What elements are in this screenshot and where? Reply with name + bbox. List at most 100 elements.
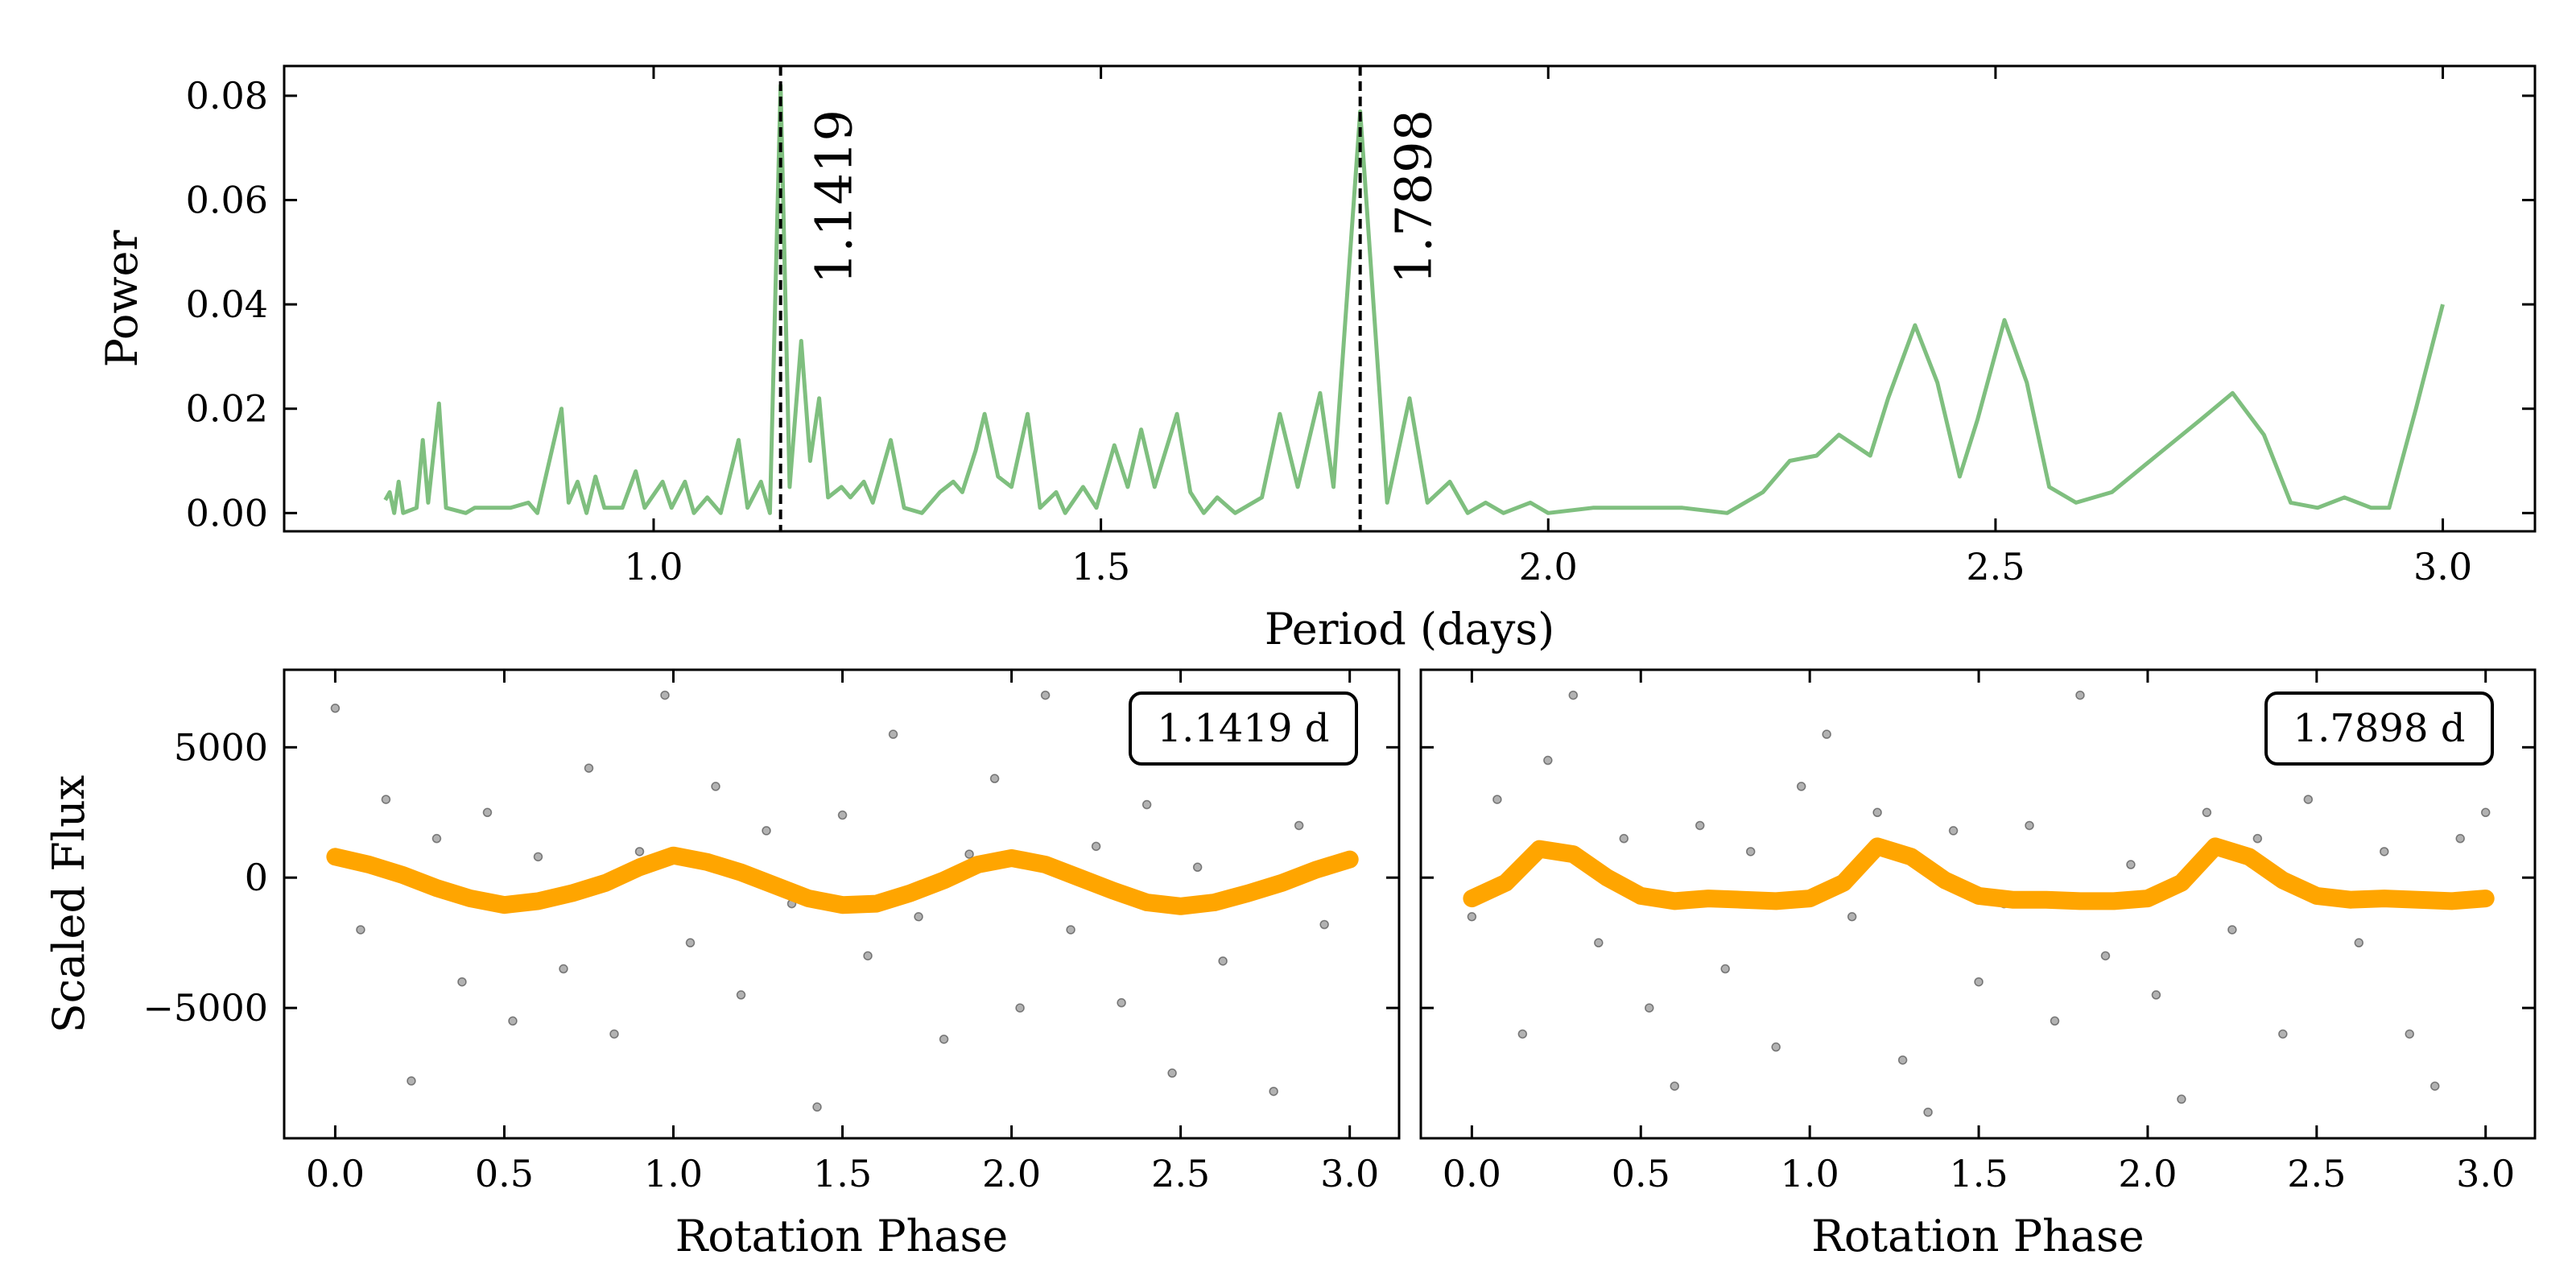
flux-point bbox=[1568, 690, 1579, 700]
x-tick-label: 0.0 bbox=[1443, 1152, 1501, 1195]
y-axis-label: Scaled Flux bbox=[43, 775, 94, 1033]
flux-point bbox=[1040, 690, 1051, 700]
y-tick-label: 0.00 bbox=[186, 491, 268, 535]
x-tick-label: 1.0 bbox=[624, 545, 683, 588]
flux-point bbox=[330, 704, 341, 713]
flux-point bbox=[2480, 807, 2491, 818]
flux-point bbox=[1141, 799, 1152, 810]
flux-point bbox=[1319, 919, 1329, 930]
flux-point bbox=[2025, 820, 2034, 831]
flux-point bbox=[2202, 807, 2212, 818]
flux-point bbox=[1167, 1068, 1177, 1078]
y-tick-label: 5000 bbox=[174, 725, 268, 769]
x-axis-label: Rotation Phase bbox=[675, 1211, 1008, 1261]
x-tick-label: 2.0 bbox=[982, 1152, 1041, 1195]
binned-flux bbox=[326, 846, 1359, 915]
flux-point bbox=[1695, 820, 1705, 831]
flux-point bbox=[2455, 833, 2465, 844]
flux-point bbox=[2380, 847, 2389, 857]
x-tick-label: 0.0 bbox=[306, 1152, 365, 1195]
y-tick-label: 0 bbox=[245, 856, 268, 899]
flux-point bbox=[812, 1102, 822, 1112]
flux-point bbox=[1294, 820, 1304, 831]
flux-point bbox=[736, 990, 746, 1000]
flux-point bbox=[1974, 976, 1984, 987]
flux-point bbox=[634, 847, 645, 857]
flux-point bbox=[1645, 1003, 1654, 1013]
flux-point bbox=[1594, 938, 1604, 947]
x-tick-label: 2.0 bbox=[2118, 1152, 2177, 1195]
flux-point bbox=[2429, 1081, 2440, 1091]
x-tick-label: 3.0 bbox=[2413, 545, 2472, 588]
flux-point bbox=[1948, 826, 1959, 836]
x-tick-label: 2.0 bbox=[1519, 545, 1578, 588]
flux-point bbox=[1492, 795, 1502, 804]
flux-point bbox=[2151, 990, 2161, 1000]
flux-point bbox=[2278, 1029, 2288, 1039]
flux-point bbox=[407, 1076, 416, 1086]
x-axis-label: Period (days) bbox=[1265, 604, 1554, 654]
x-tick-label: 0.5 bbox=[1612, 1152, 1670, 1195]
flux-point bbox=[356, 925, 365, 935]
flux-point bbox=[2227, 925, 2237, 935]
x-tick-label: 1.5 bbox=[1071, 545, 1130, 588]
flux-point bbox=[1543, 755, 1553, 766]
x-tick-label: 3.0 bbox=[2456, 1152, 2515, 1195]
flux-point bbox=[762, 826, 771, 836]
flux-point bbox=[1218, 956, 1228, 966]
flux-point bbox=[964, 849, 974, 859]
flux-point bbox=[1847, 912, 1857, 922]
flux-point bbox=[533, 852, 543, 862]
peak-label: 1.1419 bbox=[805, 109, 864, 284]
annotation-text: 1.1419 d bbox=[1158, 706, 1330, 751]
x-axis-label: Rotation Phase bbox=[1811, 1211, 2144, 1261]
y-axis-label: Power bbox=[97, 229, 147, 367]
x-tick-label: 1.0 bbox=[644, 1152, 703, 1195]
flux-point bbox=[2075, 690, 2085, 700]
flux-point bbox=[584, 763, 594, 773]
flux-point bbox=[1015, 1003, 1025, 1013]
plot-area bbox=[326, 690, 1359, 1112]
flux-point bbox=[863, 951, 873, 961]
plot-area bbox=[1463, 690, 2495, 1117]
flux-point bbox=[1771, 1042, 1781, 1052]
peak-label: 1.7898 bbox=[1385, 109, 1443, 284]
y-tick-label: −5000 bbox=[142, 986, 268, 1030]
x-tick-label: 3.0 bbox=[1320, 1152, 1379, 1195]
flux-point bbox=[1517, 1029, 1528, 1039]
flux-point bbox=[1117, 997, 1126, 1008]
flux-point bbox=[2177, 1094, 2186, 1104]
y-tick-label: 0.02 bbox=[186, 387, 268, 431]
flux-point bbox=[888, 729, 898, 739]
plot-area bbox=[383, 83, 2445, 515]
x-tick-label: 1.0 bbox=[1781, 1152, 1839, 1195]
flux-point bbox=[431, 833, 442, 844]
x-tick-label: 0.5 bbox=[475, 1152, 534, 1195]
y-tick-label: 0.04 bbox=[186, 283, 268, 326]
annotation-box bbox=[1129, 691, 1358, 766]
flux-point bbox=[1192, 862, 1203, 873]
flux-point bbox=[1467, 912, 1477, 922]
binned-flux bbox=[1463, 837, 2495, 910]
x-tick-label: 2.5 bbox=[1151, 1152, 1210, 1195]
flux-point bbox=[837, 810, 848, 820]
flux-point bbox=[685, 938, 696, 947]
flux-point bbox=[508, 1016, 518, 1026]
x-tick-label: 1.5 bbox=[1949, 1152, 2008, 1195]
axes-frame bbox=[283, 64, 2537, 533]
flux-point bbox=[1091, 841, 1101, 852]
flux-point bbox=[1872, 807, 1882, 818]
flux-point bbox=[2405, 1029, 2415, 1039]
flux-point bbox=[660, 690, 670, 700]
y-tick-label: 0.06 bbox=[186, 179, 268, 222]
flux-point bbox=[1670, 1081, 1680, 1091]
flux-point bbox=[1619, 833, 1629, 844]
flux-point bbox=[711, 782, 720, 791]
x-tick-label: 1.5 bbox=[813, 1152, 872, 1195]
flux-point bbox=[2252, 833, 2263, 844]
y-tick-label: 0.08 bbox=[186, 74, 268, 118]
flux-point bbox=[939, 1034, 949, 1044]
x-tick-label: 2.5 bbox=[2287, 1152, 2346, 1195]
flux-point bbox=[609, 1029, 619, 1039]
